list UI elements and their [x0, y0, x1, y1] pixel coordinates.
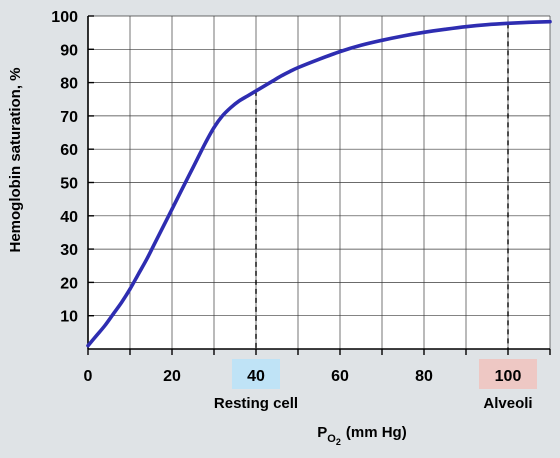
- y-tick-label: 60: [60, 142, 78, 159]
- y-tick-label: 10: [60, 309, 78, 326]
- x-axis-title-main: P: [317, 424, 327, 441]
- tick-highlight: [479, 359, 537, 389]
- x-axis-title-subsub: 2: [336, 437, 341, 447]
- tick-labels: 0 20 40 60 80 100 10 20 30 40 50 60 70 80 90 100 Resting…: [51, 9, 532, 412]
- saturation-curve: [86, 19, 552, 348]
- x-axis-title-sub: O: [327, 433, 336, 445]
- x-axis-title-units: (mm Hg): [346, 424, 407, 441]
- y-tick-label: 50: [60, 176, 78, 193]
- x-tick-label: 20: [163, 368, 181, 385]
- y-tick-label: 20: [60, 275, 78, 292]
- x-tick-label: 0: [84, 368, 93, 385]
- tick-highlight: [232, 359, 280, 389]
- x-axis-title: PO2 (mm Hg): [317, 424, 406, 447]
- y-tick-label: 80: [60, 76, 78, 93]
- reference-lines: [255, 23, 509, 349]
- x-tick-label: 60: [331, 368, 349, 385]
- y-tick-label: 30: [60, 242, 78, 259]
- series: [86, 19, 552, 348]
- y-tick-label: 40: [60, 209, 78, 226]
- annotation-label: Alveoli: [483, 395, 532, 412]
- axis-ticks: [87, 15, 551, 355]
- y-tick-label: 90: [60, 42, 78, 59]
- y-tick-label: 100: [51, 9, 78, 26]
- y-tick-label: 70: [60, 109, 78, 126]
- x-tick-label: 80: [415, 368, 433, 385]
- y-axis-title: Hemoglobin saturation, %: [7, 67, 24, 252]
- x-tick-label: 40: [247, 368, 265, 385]
- annotation-label: Resting cell: [214, 395, 298, 412]
- tick-highlights: [232, 359, 537, 389]
- grid-lines: [88, 15, 551, 349]
- x-tick-label: 100: [495, 368, 522, 385]
